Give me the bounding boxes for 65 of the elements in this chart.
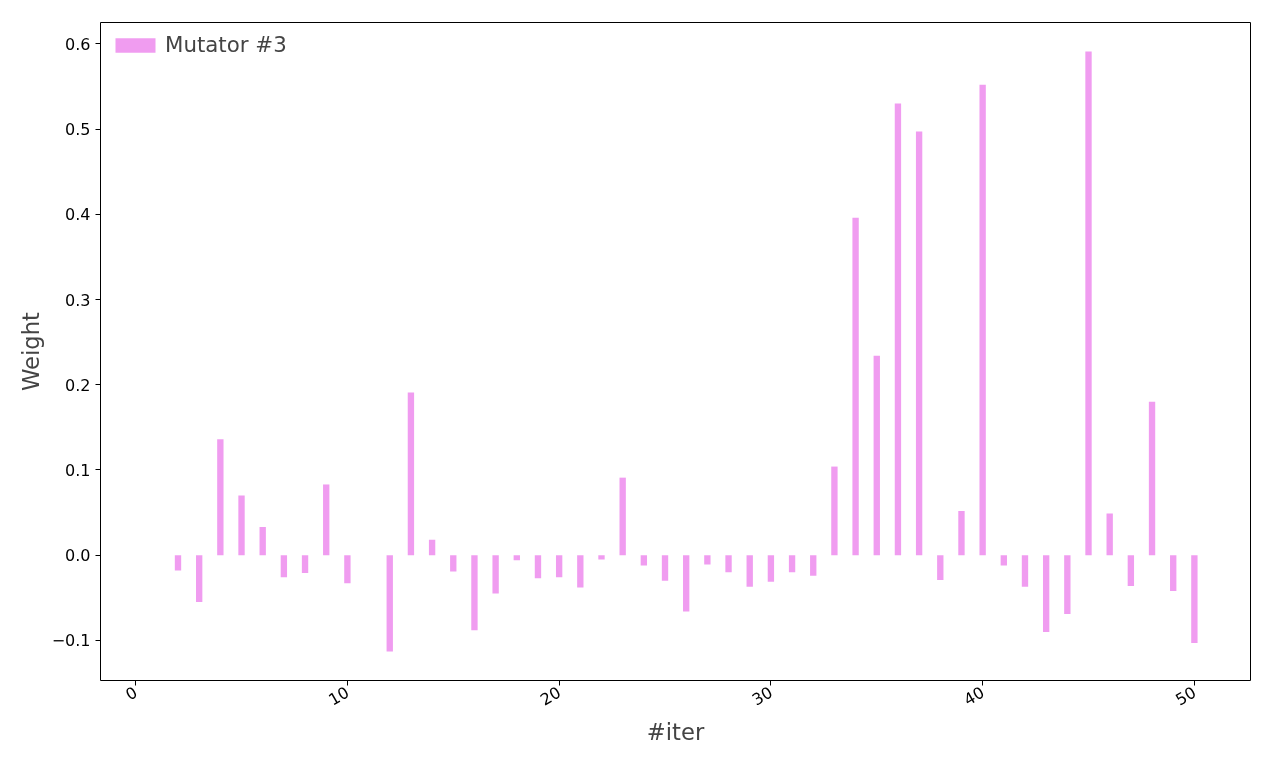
bar (174, 555, 182, 571)
bar (259, 527, 266, 556)
bar (450, 555, 457, 572)
bar (1085, 51, 1092, 556)
y-tick-label: 0.6 (65, 34, 91, 54)
bar (1191, 555, 1198, 643)
bar (937, 555, 944, 580)
bar (725, 555, 732, 573)
bar (1127, 555, 1135, 586)
x-tick-label: 10 (325, 682, 353, 710)
bar (894, 103, 902, 556)
y-tick-label: 0.2 (65, 375, 91, 395)
x-tick-label: 20 (537, 682, 565, 710)
x-tick-label: 50 (1172, 682, 1200, 710)
bar (1042, 555, 1050, 632)
bar (217, 439, 224, 556)
bar (661, 555, 669, 581)
bar (852, 217, 859, 556)
bar (831, 466, 838, 556)
bar (683, 555, 690, 612)
y-tick-label: 0.1 (65, 460, 91, 480)
bar (704, 555, 711, 565)
bar (1148, 401, 1156, 556)
bar (280, 555, 288, 578)
bar (196, 555, 203, 603)
bar (471, 555, 478, 631)
y-tick-label: 0.0 (65, 546, 91, 566)
bar (746, 555, 753, 587)
y-axis-title: Weight (17, 311, 44, 391)
bar (958, 510, 965, 556)
y-tick-label: 0.4 (65, 205, 91, 225)
bar (598, 555, 605, 560)
bar (323, 484, 330, 556)
bar (619, 477, 626, 556)
x-tick-label: 30 (748, 682, 776, 710)
bar (873, 355, 880, 556)
bar (344, 555, 351, 584)
bar (1064, 555, 1071, 615)
x-tick-label: 40 (960, 682, 988, 710)
bar (1000, 555, 1007, 566)
y-tick-label: 0.3 (65, 290, 91, 310)
bar (301, 555, 309, 574)
legend-label: Mutator #3 (165, 32, 287, 57)
bar (1021, 555, 1029, 587)
bar (428, 539, 436, 556)
bar (407, 392, 415, 556)
bar (979, 84, 986, 556)
x-tick-label: 0 (122, 682, 141, 705)
bar (788, 555, 796, 573)
bar (1170, 555, 1177, 592)
x-axis-title: #iter (646, 719, 705, 746)
bar (577, 555, 584, 588)
bar (915, 131, 923, 556)
bar (238, 495, 245, 556)
bar (534, 555, 542, 579)
bar (810, 555, 817, 576)
bar (640, 555, 648, 566)
bar (1106, 513, 1113, 556)
bar (492, 555, 499, 594)
bar (555, 555, 563, 578)
bar (513, 555, 520, 561)
y-tick-label: −0.1 (51, 631, 91, 651)
y-tick-label: 0.5 (65, 120, 91, 140)
bar (386, 555, 393, 652)
bar (767, 555, 775, 582)
